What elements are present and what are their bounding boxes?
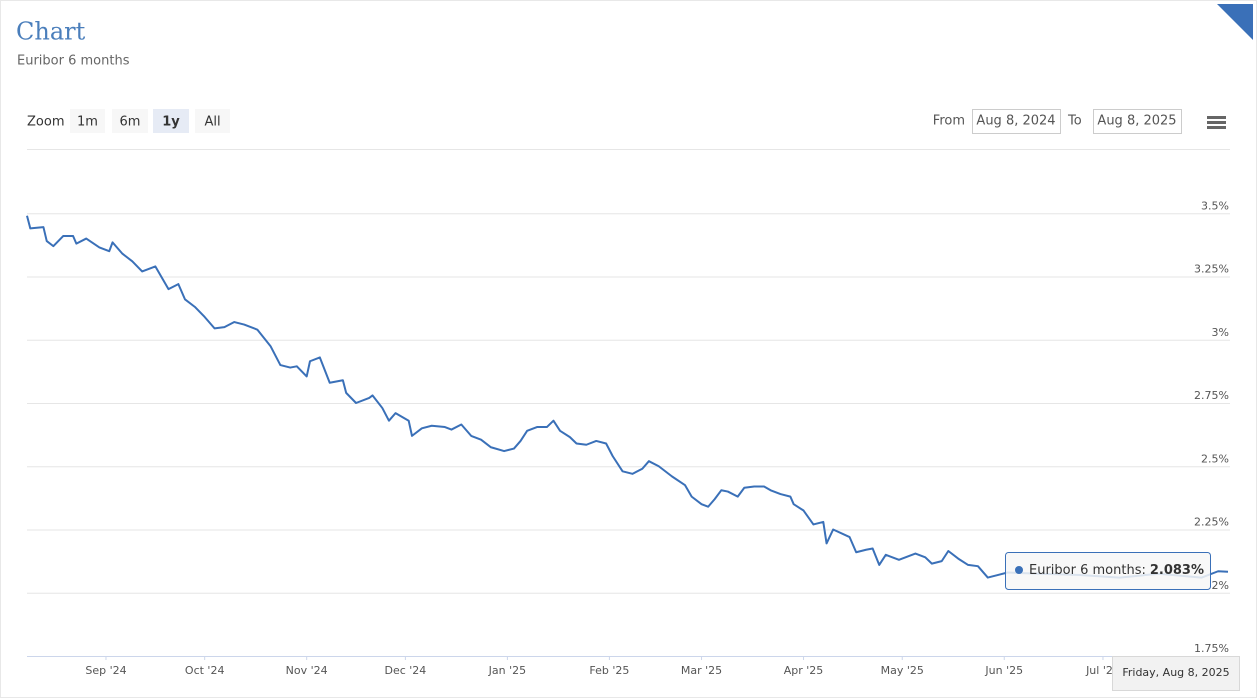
- x-tick-label: Jan '25: [488, 664, 526, 677]
- to-input[interactable]: [1093, 109, 1182, 134]
- zoom-button[interactable]: [112, 109, 148, 133]
- menu-button[interactable]: [1207, 116, 1226, 129]
- zoom-button-label[interactable]: 6m: [120, 115, 141, 130]
- zoom-label: Zoom: [27, 115, 64, 130]
- to-label: To: [1067, 114, 1082, 129]
- y-tick-label: 1.75%: [1194, 642, 1229, 655]
- tooltip-value: 2.083%: [1150, 563, 1204, 578]
- x-tick-label: Dec '24: [384, 664, 426, 677]
- x-tick-label: Mar '25: [681, 664, 722, 677]
- from-input[interactable]: [972, 109, 1061, 134]
- x-tick-label: Jun '25: [984, 664, 1023, 677]
- zoom-button[interactable]: [70, 109, 105, 133]
- y-tick-label: 2.75%: [1194, 389, 1229, 402]
- x-tick-label: Jul '25: [1085, 664, 1120, 677]
- x-axis: Sep '24 Oct '24 Nov '24 Dec '24 Jan '25 Feb '…: [85, 656, 1120, 677]
- grid: 1.75% 2% 2.25% 2.5% 2.75% 3% 3.25% 3.5%: [27, 199, 1230, 657]
- tooltip-text: Euribor 6 months: 2.083%: [1029, 563, 1204, 578]
- y-tick-label: 3%: [1212, 326, 1229, 339]
- x-tick-label: Oct '24: [185, 664, 225, 677]
- x-tick-label: Apr '25: [784, 664, 824, 677]
- x-tick-label: Feb '25: [589, 664, 629, 677]
- y-tick-label: 2.25%: [1194, 516, 1229, 529]
- y-tick-label: 3.25%: [1194, 263, 1229, 276]
- chart-subtitle: Euribor 6 months: [17, 54, 130, 69]
- x-tick-label: May '25: [881, 664, 924, 677]
- y-tick-label: 2%: [1212, 579, 1229, 592]
- corner-flag: [1217, 4, 1253, 40]
- zoom-button[interactable]: [195, 109, 230, 133]
- zoom-button-label[interactable]: 1y: [162, 115, 180, 130]
- y-tick-label: 2.5%: [1201, 452, 1229, 465]
- date-label: Friday, Aug 8, 2025: [1122, 666, 1229, 679]
- chart-title: Chart: [16, 18, 86, 46]
- date-label-box: [1112, 656, 1240, 691]
- y-tick-label: 3.5%: [1201, 199, 1229, 212]
- zoom-button-label[interactable]: 1m: [77, 115, 98, 130]
- series: [26, 215, 1229, 579]
- tooltip-label: Euribor 6 months:: [1029, 563, 1146, 578]
- zoom-button[interactable]: [153, 109, 189, 133]
- tooltip-box: [1005, 552, 1211, 590]
- tooltip-marker: [1015, 566, 1023, 574]
- zoom-button-label[interactable]: All: [204, 115, 220, 130]
- series-line: [26, 215, 1229, 579]
- from-label: From: [933, 114, 965, 129]
- from-value[interactable]: Aug 8, 2024: [976, 114, 1055, 129]
- x-tick-label: Sep '24: [85, 664, 126, 677]
- tooltip: Euribor 6 months: 2.083%: [1005, 552, 1211, 590]
- x-tick-label: Nov '24: [286, 664, 328, 677]
- to-value[interactable]: Aug 8, 2025: [1097, 114, 1176, 129]
- zoom-buttons: 1m 6m 1y All: [70, 109, 230, 133]
